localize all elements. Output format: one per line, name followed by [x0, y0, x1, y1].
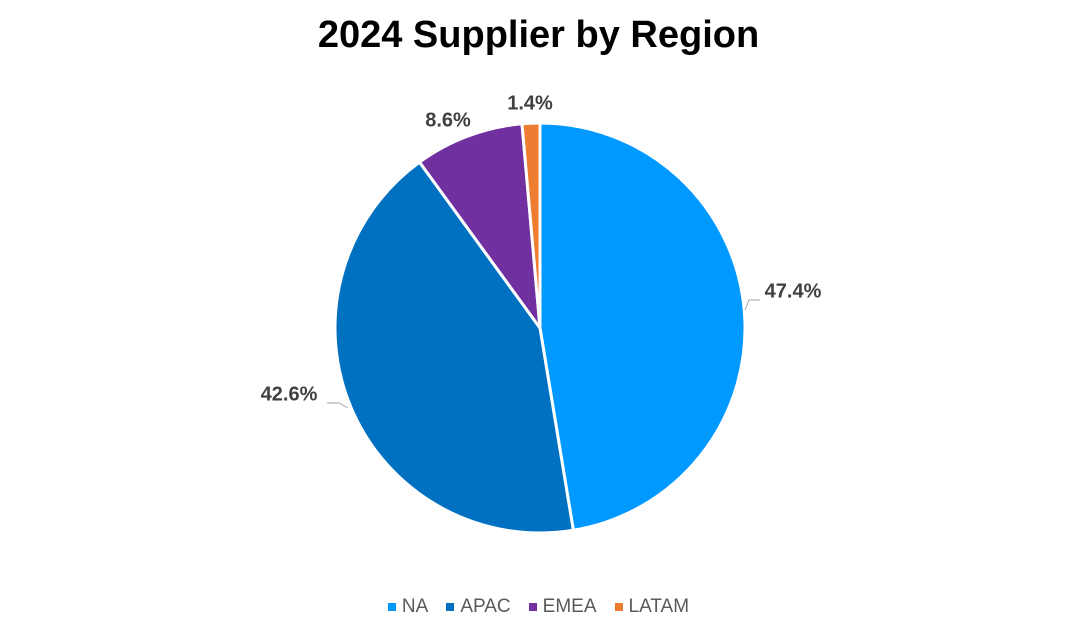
- data-label-latam: 1.4%: [507, 92, 553, 114]
- data-label-apac: 42.6%: [261, 383, 318, 405]
- legend-label-emea: EMEA: [542, 596, 597, 617]
- legend-label-na: NA: [401, 596, 429, 617]
- legend-swatch-latam: [614, 603, 623, 611]
- data-label-na: 47.4%: [765, 280, 822, 302]
- pie-slice-apac: [333, 160, 575, 535]
- legend-label-apac: APAC: [460, 596, 511, 617]
- legend-swatch-emea: [528, 603, 537, 611]
- pie-slice-emea: [418, 122, 542, 330]
- legend-item-emea: EMEA: [528, 596, 597, 618]
- chart-title: 2024 Supplier by Region: [317, 14, 760, 56]
- pie-slice-latam: [520, 121, 542, 330]
- legend-item-latam: LATAM: [614, 596, 690, 618]
- legend-label-latam: LATAM: [628, 596, 690, 617]
- legend-item-na: NA: [387, 596, 429, 618]
- legend-swatch-apac: [446, 603, 455, 611]
- pie-slice-na: [538, 121, 747, 532]
- pie-slices: [333, 121, 747, 535]
- leader-line-na: [744, 299, 760, 311]
- legend-item-apac: APAC: [446, 596, 511, 618]
- legend: NA APAC EMEA LATAM: [0, 596, 1077, 618]
- leader-lines: [327, 299, 760, 409]
- data-labels: 47.4% 42.6% 8.6% 1.4%: [261, 92, 822, 405]
- leader-line-apac: [327, 402, 349, 409]
- data-label-emea: 8.6%: [425, 109, 471, 131]
- legend-swatch-na: [387, 603, 396, 611]
